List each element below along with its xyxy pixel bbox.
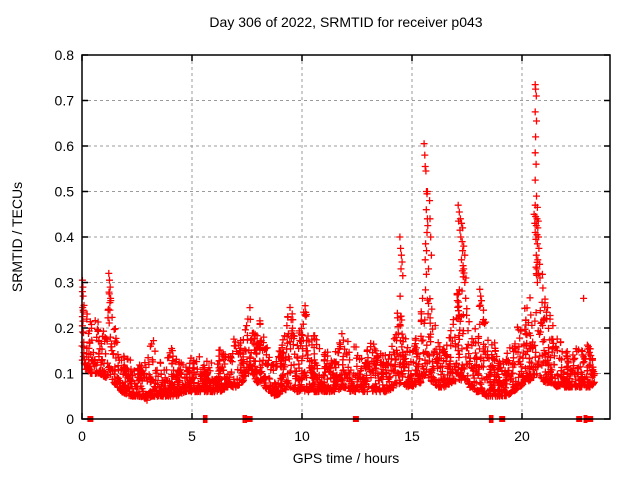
x-tick-label: 0 bbox=[78, 428, 86, 444]
y-tick-label: 0.6 bbox=[55, 138, 75, 154]
y-tick-label: 0 bbox=[66, 411, 74, 427]
y-tick-label: 0.4 bbox=[55, 229, 75, 245]
y-tick-label: 0.1 bbox=[55, 366, 75, 382]
x-tick-label: 15 bbox=[404, 428, 420, 444]
x-tick-label: 20 bbox=[514, 428, 530, 444]
x-tick-label: 5 bbox=[188, 428, 196, 444]
y-tick-label: 0.8 bbox=[55, 47, 75, 63]
plot-border bbox=[81, 54, 611, 420]
chart-title: Day 306 of 2022, SRMTID for receiver p04… bbox=[209, 14, 483, 30]
x-axis-label: GPS time / hours bbox=[292, 450, 400, 466]
y-tick-label: 0.3 bbox=[55, 275, 75, 291]
y-tick-label: 0.7 bbox=[55, 93, 75, 109]
y-tick-label: 0.5 bbox=[55, 184, 75, 200]
scatter-points bbox=[78, 81, 599, 404]
y-tick-label: 0.2 bbox=[55, 320, 75, 336]
x-tick-label: 10 bbox=[294, 428, 310, 444]
